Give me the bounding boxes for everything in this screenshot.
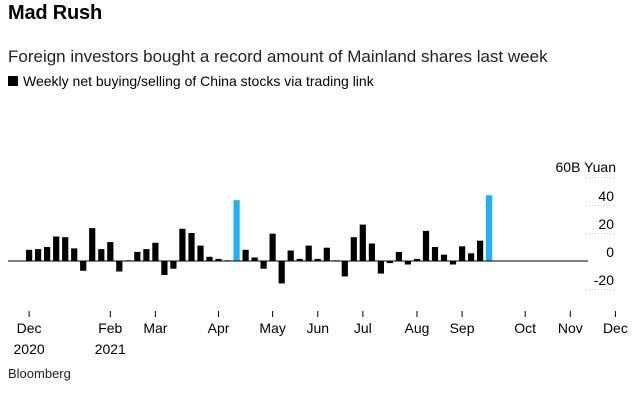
bar-13 [143, 249, 150, 261]
bar-27 [269, 233, 276, 261]
bar-24 [242, 249, 249, 261]
bar-9 [107, 242, 114, 261]
bar-43 [413, 258, 421, 261]
x-tick-label-1: Feb [98, 320, 122, 336]
bar-15 [161, 261, 168, 275]
bar-47 [449, 261, 457, 265]
bar-40 [386, 261, 393, 264]
x-tick-label-8: Sep [450, 320, 475, 336]
bar-51 [486, 195, 493, 261]
legend-swatch [8, 76, 18, 86]
bar-12 [134, 251, 141, 261]
x-tick-label-11: Dec [603, 320, 628, 336]
x-tick-label-0: Dec [17, 320, 42, 336]
bar-5 [71, 248, 78, 261]
bar-32 [314, 258, 321, 261]
y-axis-unit-label: 60B Yuan [556, 159, 616, 175]
bar-48 [459, 246, 466, 261]
bar-44 [422, 230, 430, 261]
bar-28 [278, 261, 285, 284]
legend: Weekly net buying/selling of China stock… [8, 73, 374, 89]
bar-14 [152, 242, 159, 261]
x-tick-label-4: May [259, 320, 285, 336]
bar-19 [197, 245, 204, 261]
bar-49 [468, 253, 475, 261]
bar-36 [350, 237, 357, 261]
bar-2 [44, 247, 51, 261]
bar-45 [431, 247, 439, 261]
bar-20 [206, 256, 213, 261]
bar-3 [53, 236, 60, 261]
y-tick-label-1: 0 [606, 244, 614, 260]
x-tick-label-5: Jun [306, 320, 329, 336]
chart-subtitle: Foreign investors bought a record amount… [8, 47, 548, 66]
bar-0 [26, 249, 33, 261]
bar-8 [98, 249, 105, 261]
bar-33 [323, 247, 330, 261]
bar-42 [404, 261, 411, 265]
bar-23 [233, 200, 240, 261]
x-tick-label-10: Nov [558, 320, 583, 336]
bar-21 [215, 258, 222, 261]
x-tick-label-6: Jul [354, 320, 372, 336]
y-tick-label-0: -20 [594, 272, 614, 288]
bar-1 [35, 249, 42, 261]
bar-4 [62, 237, 69, 261]
bar-10 [116, 261, 123, 272]
x-tick-label-9: Oct [514, 320, 536, 336]
source-label: Bloomberg [8, 366, 71, 381]
bar-30 [296, 258, 303, 261]
bar-6 [80, 261, 87, 271]
bar-37 [359, 224, 366, 261]
y-tick-label-2: 20 [598, 216, 614, 232]
bar-16 [170, 261, 177, 269]
bar-35 [341, 261, 348, 277]
bar-38 [368, 243, 375, 261]
bar-26 [260, 261, 267, 269]
y-tick-label-3: 40 [598, 188, 614, 204]
bar-31 [305, 245, 312, 261]
chart-title: Mad Rush [8, 2, 102, 24]
bar-7 [89, 228, 96, 261]
x-year-label-0: 2020 [14, 341, 45, 357]
bar-18 [188, 233, 195, 261]
bar-46 [440, 254, 448, 261]
x-tick-label-3: Apr [208, 320, 230, 336]
bar-17 [179, 228, 186, 261]
bar-29 [287, 250, 294, 261]
x-year-label-1: 2021 [95, 341, 126, 357]
bar-25 [251, 257, 258, 261]
x-tick-label-2: Mar [143, 320, 167, 336]
bar-39 [377, 261, 384, 274]
bar-50 [477, 240, 484, 261]
x-tick-label-7: Aug [404, 320, 429, 336]
bar-41 [395, 251, 402, 261]
legend-label: Weekly net buying/selling of China stock… [23, 73, 374, 89]
